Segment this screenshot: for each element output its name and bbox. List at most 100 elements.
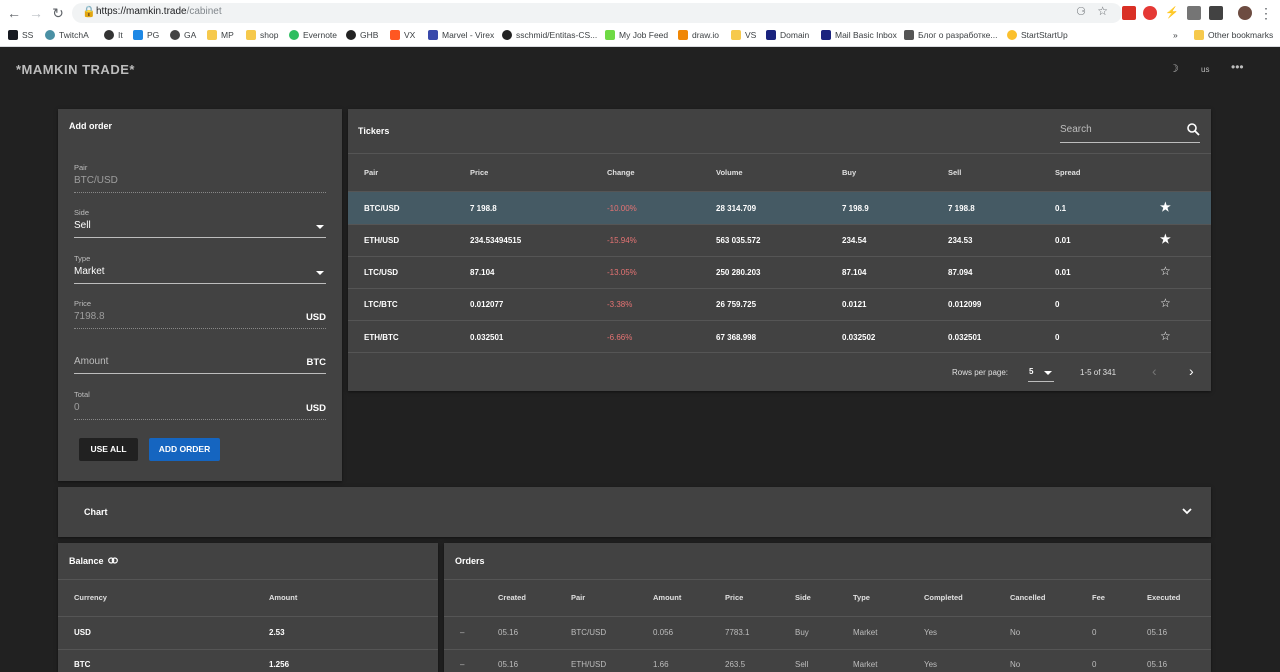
star-filled-icon[interactable]: ★ [1160,232,1171,246]
bookmark-item[interactable]: MP [207,30,234,40]
column-header-spread[interactable]: Spread [1055,168,1081,177]
column-header-price[interactable]: Price [725,593,744,602]
column-header-buy[interactable]: Buy [842,168,857,177]
side-select[interactable]: Sell [74,220,91,231]
chevron-right-icon[interactable]: › [1189,363,1194,379]
use-all-button[interactable]: USE ALL [79,438,138,461]
bookmark-item[interactable]: GHB [346,30,378,40]
column-header-amount[interactable]: Amount [269,593,298,602]
cell-spread: 0.01 [1055,268,1071,277]
table-row[interactable]: ETH/USD 234.53494515 -15.94% 563 035.572… [348,225,1211,257]
column-header-type[interactable]: Type [853,593,870,602]
bookmark-label: VS [745,30,757,40]
column-header-side[interactable]: Side [795,593,811,602]
column-header-fee[interactable]: Fee [1092,593,1105,602]
bookmark-item[interactable]: Блог о разработке... [904,30,997,40]
chevron-left-icon[interactable]: ‹ [1152,363,1157,379]
bookmark-item[interactable]: My Job Feed [605,30,668,40]
tickers-title: Tickers [358,126,390,136]
table-row[interactable]: – 05.16 ETH/USD 1.66 263.5 Sell Market Y… [444,650,1211,672]
other-bookmarks[interactable]: Other bookmarks [1194,30,1273,40]
amount-input[interactable]: Amount [74,356,109,367]
profile-avatar[interactable] [1238,6,1252,20]
address-bar[interactable]: 🔒 https://mamkin.trade/cabinet ⚆ ☆ [72,3,1122,23]
column-header-price[interactable]: Price [470,168,489,177]
chevron-down-icon[interactable] [316,271,324,275]
column-header-cancelled[interactable]: Cancelled [1010,593,1046,602]
tickers-card: Tickers Search Pair Price Change Volume … [348,109,1211,391]
cell-fee: 0 [1092,660,1097,669]
bookmark-item[interactable]: StartStartUp [1007,30,1068,40]
abp-extension-icon[interactable] [1143,6,1157,20]
bookmark-label: Mail Basic Inbox [835,30,897,40]
column-header-change[interactable]: Change [607,168,635,177]
column-header-amount[interactable]: Amount [653,593,682,602]
table-row[interactable]: LTC/USD 87.104 -13.05% 250 280.203 87.10… [348,257,1211,289]
expand-chevron-icon[interactable] [1182,508,1192,516]
price-input[interactable]: 7198.8 [74,311,105,322]
language-switch[interactable]: us [1201,65,1210,74]
search-icon[interactable] [1187,123,1200,136]
translate-icon[interactable]: ⚆ [1076,6,1086,18]
bookmark-item[interactable]: Domain [766,30,809,40]
bookmark-item[interactable]: TwitchA [45,30,89,40]
bookmark-item[interactable]: Evernote [289,30,337,40]
type-select[interactable]: Market [74,266,105,277]
star-filled-icon[interactable]: ★ [1160,200,1171,214]
table-row[interactable]: LTC/BTC 0.012077 -3.38% 26 759.725 0.012… [348,289,1211,321]
bookmark-item[interactable]: It [104,30,123,40]
rows-per-page-select[interactable]: 5 [1028,363,1054,382]
bookmark-item[interactable]: VX [390,30,415,40]
more-menu-icon[interactable]: ••• [1231,60,1244,74]
bookmark-item[interactable]: PG [133,30,159,40]
bookmark-item[interactable]: SS [8,30,33,40]
column-header-currency[interactable]: Currency [74,593,107,602]
forward-icon[interactable]: → [29,5,43,21]
star-outline-icon[interactable]: ☆ [1160,296,1171,310]
column-header-pair[interactable]: Pair [364,168,379,177]
extension-icon-2[interactable] [1209,6,1223,20]
extension-icon[interactable] [1187,6,1201,20]
chart-panel[interactable]: Chart [58,487,1211,537]
bookmark-item[interactable]: shop [246,30,278,40]
add-order-button[interactable]: ADD ORDER [149,438,220,461]
lightning-extension-icon[interactable]: ⚡ [1165,6,1179,20]
bookmark-item[interactable]: sschmid/Entitas-CS... [502,30,597,40]
table-row[interactable]: ETH/BTC 0.032501 -6.66% 67 368.998 0.032… [348,321,1211,353]
bookmark-item[interactable]: draw.io [678,30,719,40]
chevron-down-icon[interactable] [1044,371,1052,375]
search-input[interactable]: Search [1060,124,1092,135]
star-outline-icon[interactable]: ☆ [1160,264,1171,278]
column-header-sell[interactable]: Sell [948,168,962,177]
bookmark-item[interactable]: VS [731,30,756,40]
bookmarks-overflow[interactable]: » [1173,30,1178,40]
back-icon[interactable]: ← [7,5,21,21]
cell-currency: USD [74,628,91,637]
reload-icon[interactable]: ↻ [52,5,64,21]
bookmark-star-icon[interactable]: ☆ [1097,4,1108,18]
table-row[interactable]: – 05.16 BTC/USD 0.056 7783.1 Buy Market … [444,617,1211,649]
bookmark-label: Evernote [303,30,338,40]
chevron-down-icon[interactable] [316,225,324,229]
gmail-extension-icon[interactable] [1122,6,1136,20]
cell-type: Market [853,628,878,637]
table-row[interactable]: BTC/USD 7 198.8 -10.00% 28 314.709 7 198… [348,192,1211,224]
bookmark-item[interactable]: GA [170,30,196,40]
cell-volume: 250 280.203 [716,268,761,277]
column-header-volume[interactable]: Volume [716,168,743,177]
moon-icon[interactable]: ☽ [1169,63,1179,75]
star-outline-icon[interactable]: ☆ [1160,329,1171,343]
column-header-created[interactable]: Created [498,593,526,602]
cell-spread: 0.01 [1055,236,1071,245]
search-field[interactable]: Search [1060,122,1200,143]
link-icon[interactable] [108,557,118,564]
column-header-completed[interactable]: Completed [924,593,963,602]
browser-menu-icon[interactable]: ⋮ [1259,5,1273,21]
divider [348,191,1211,192]
column-header-executed[interactable]: Executed [1147,593,1181,602]
cell-sell: 7 198.8 [948,204,975,213]
bookmark-label: MP [221,30,234,40]
bookmark-item[interactable]: Marvel - Virex [428,30,494,40]
column-header-pair[interactable]: Pair [571,593,586,602]
bookmark-item[interactable]: Mail Basic Inbox [821,30,897,40]
